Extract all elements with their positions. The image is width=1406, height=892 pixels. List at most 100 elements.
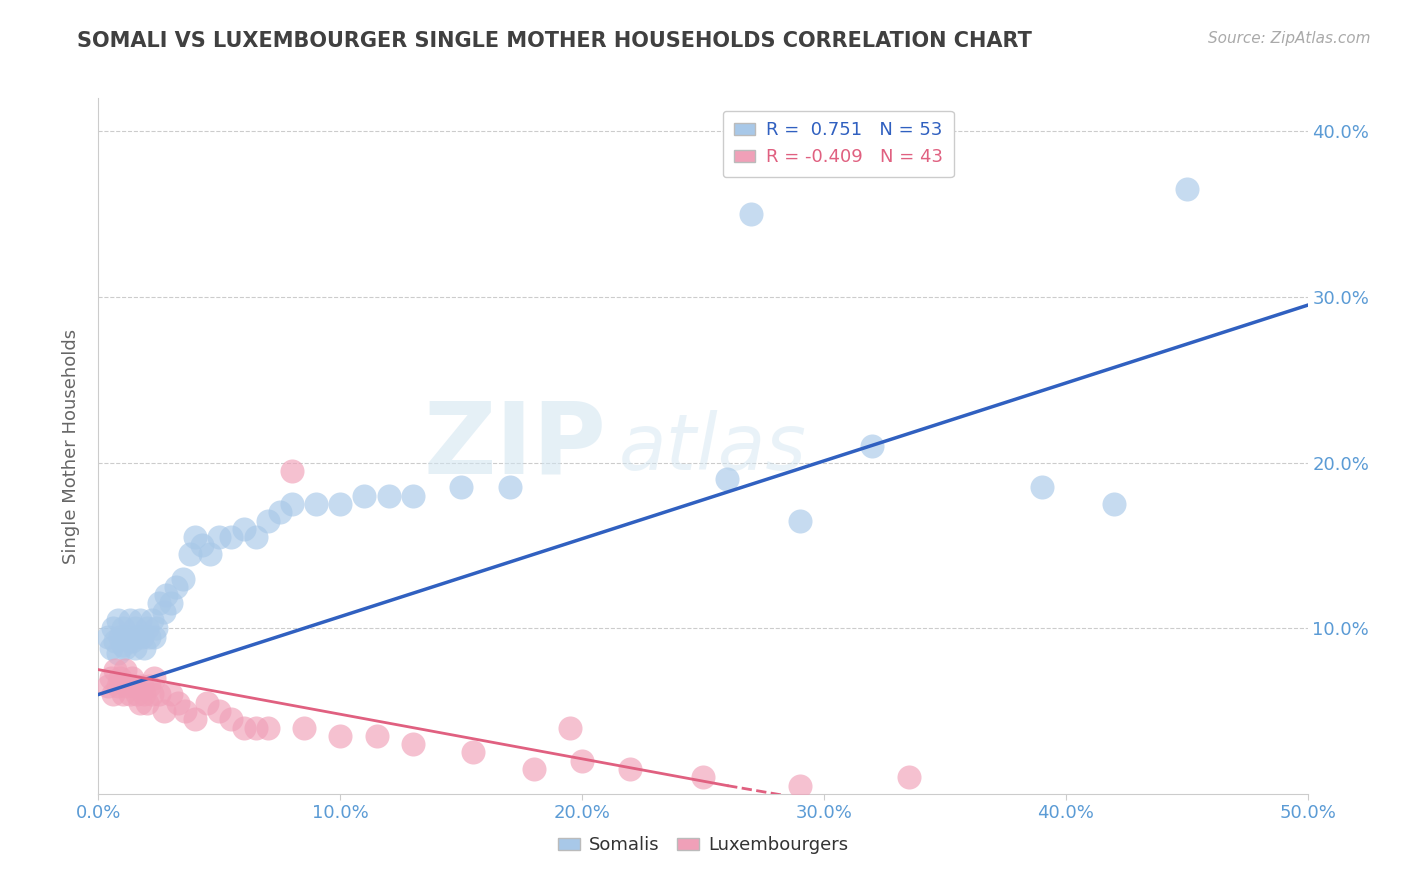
Point [100,671,122,685]
Point [463,746,485,760]
Point [1102,497,1125,511]
Point [269,505,291,519]
Point [198,547,221,561]
Point [208,530,231,544]
Point [97,679,120,693]
Point [256,514,278,528]
Point [143,630,166,644]
Point [97,630,120,644]
Point [245,721,267,735]
Point [366,729,388,743]
Point [101,688,124,702]
Point [402,737,425,751]
Legend: Somalis, Luxembourgers: Somalis, Luxembourgers [551,829,855,862]
Point [860,439,883,453]
Point [377,489,399,503]
Point [329,497,352,511]
Point [114,663,136,677]
Point [305,497,328,511]
Point [111,688,134,702]
Point [107,646,129,660]
Point [232,721,254,735]
Point [789,514,811,528]
Point [135,621,157,635]
Point [897,770,920,784]
Point [329,729,352,743]
Point [160,688,183,702]
Point [108,630,131,644]
Point [172,572,194,586]
Point [127,630,149,644]
Point [118,688,141,702]
Y-axis label: Single Mother Households: Single Mother Households [62,328,80,564]
Point [145,621,167,635]
Point [221,712,243,726]
Point [281,497,304,511]
Point [128,613,150,627]
Point [450,480,472,494]
Point [134,641,156,656]
Point [191,538,214,552]
Point [281,464,304,478]
Point [245,530,267,544]
Point [174,704,197,718]
Point [167,696,190,710]
Point [716,472,738,486]
Point [165,580,187,594]
Point [692,770,714,784]
Point [100,641,122,656]
Point [104,663,127,677]
Point [740,207,762,221]
Point [155,588,177,602]
Point [114,641,136,656]
Point [1175,182,1198,196]
Point [107,679,129,693]
Point [195,696,218,710]
Point [131,679,153,693]
Point [128,696,150,710]
Point [124,621,146,635]
Point [208,704,231,718]
Point [148,596,170,610]
Point [135,696,157,710]
Point [121,671,143,685]
Point [402,489,425,503]
Text: atlas: atlas [619,410,806,486]
Point [131,630,153,644]
Point [111,621,134,635]
Point [221,530,243,544]
Point [127,688,149,702]
Point [124,679,146,693]
Point [111,638,134,652]
Point [558,721,581,735]
Point [104,634,127,648]
Point [179,547,201,561]
Point [141,688,163,702]
Point [143,671,166,685]
Point [121,634,143,648]
Text: Source: ZipAtlas.com: Source: ZipAtlas.com [1208,31,1371,46]
Point [117,679,139,693]
Point [118,613,141,627]
Text: ZIP: ZIP [423,398,606,494]
Point [134,688,156,702]
Point [232,522,254,536]
Point [117,630,139,644]
Point [571,754,593,768]
Point [148,688,170,702]
Point [160,596,183,610]
Point [184,712,207,726]
Point [523,762,546,776]
Point [124,641,146,656]
Point [101,621,124,635]
Point [141,613,163,627]
Point [256,721,278,735]
Point [353,489,375,503]
Point [789,779,811,793]
Point [152,704,174,718]
Point [498,480,520,494]
Point [1031,480,1053,494]
Point [108,671,131,685]
Point [619,762,641,776]
Point [152,605,174,619]
